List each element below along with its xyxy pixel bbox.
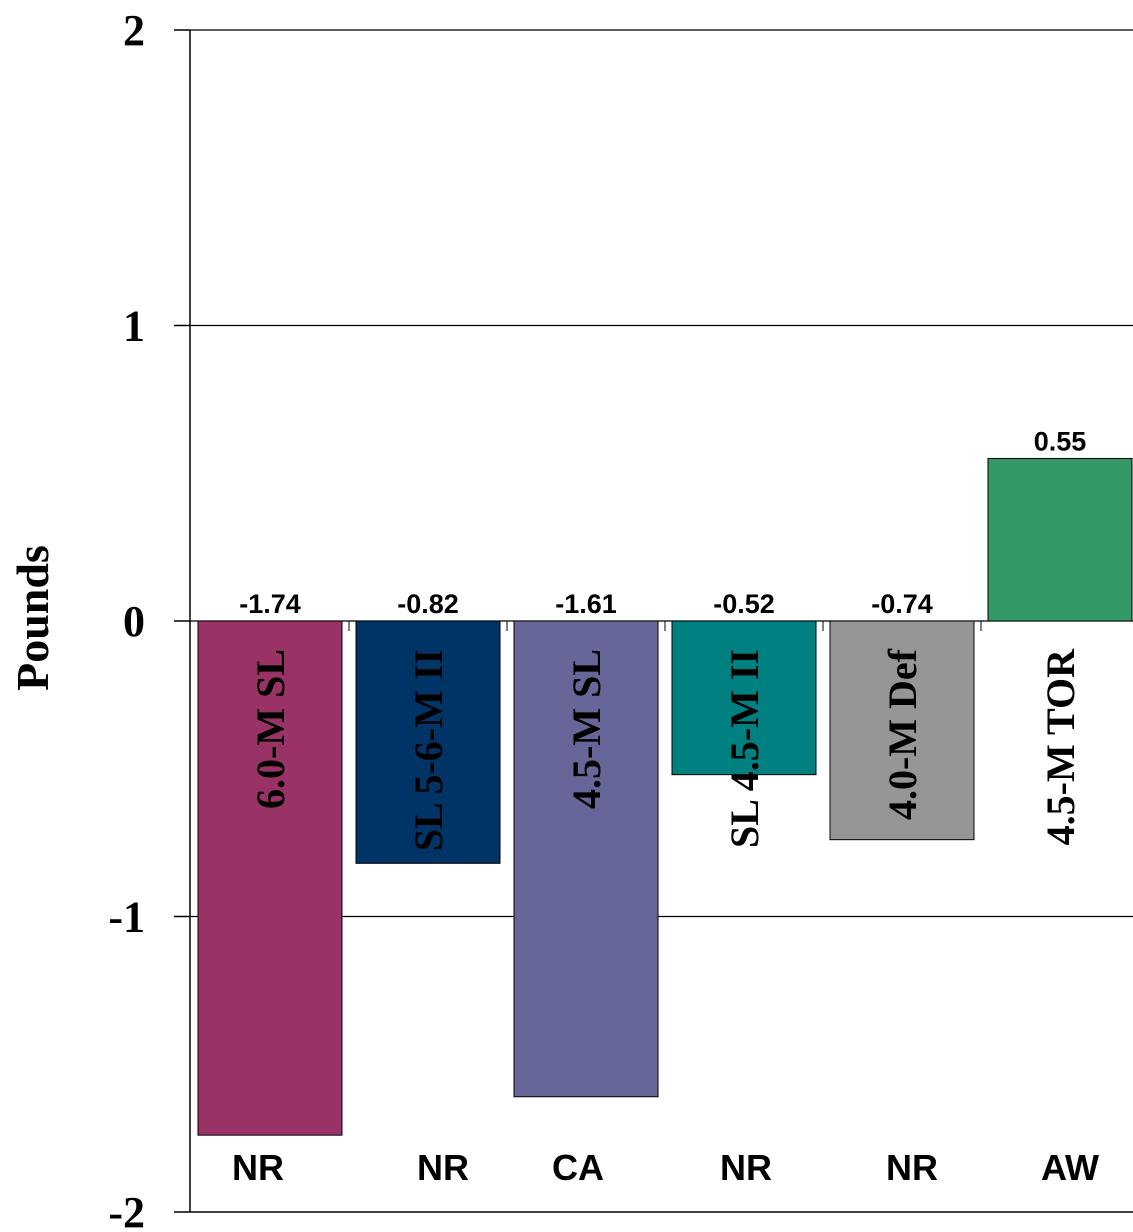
group-label: AW [1041, 1147, 1099, 1188]
data-label: -0.52 [713, 589, 775, 619]
bar-category-label: 4.0-M Def [880, 648, 925, 820]
data-label: -0.74 [871, 589, 933, 619]
y-tick-label: 1 [123, 302, 145, 351]
bar-category-label: SL 5-6-M II [406, 649, 451, 851]
bar [197, 620, 343, 1136]
bar [987, 457, 1133, 622]
group-label: NR [232, 1147, 284, 1188]
bar [355, 620, 501, 864]
y-tick-label: 2 [123, 6, 145, 55]
bar [513, 620, 659, 1098]
bar-category-label: SL 4.5-M II [722, 649, 767, 848]
y-tick-label: 0 [123, 597, 145, 646]
data-label: -0.82 [397, 589, 459, 619]
group-label: NR [720, 1147, 772, 1188]
y-tick-label: -2 [108, 1188, 145, 1232]
bar [671, 620, 817, 776]
group-label: NR [886, 1147, 938, 1188]
data-label: -1.61 [555, 589, 617, 619]
bar [829, 620, 975, 841]
y-tick-label: -1 [108, 893, 145, 942]
group-label: CA [552, 1147, 604, 1188]
bar-category-label: 4.5-M SL [564, 649, 609, 809]
bar-category-label: 6.0-M SL [248, 649, 293, 809]
data-label: 0.55 [1034, 426, 1087, 456]
y-axis-label: Pounds [7, 545, 58, 691]
group-label: NR [417, 1147, 469, 1188]
bar-category-label: 4.5-M TOR [1038, 648, 1083, 845]
data-label: -1.74 [239, 589, 301, 619]
